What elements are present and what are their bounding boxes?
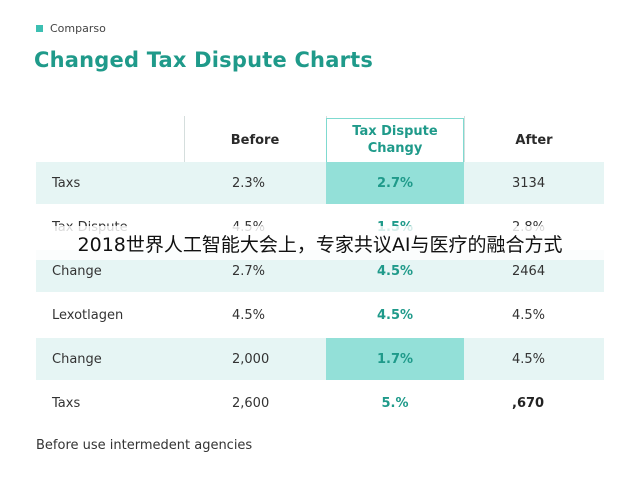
row-label: Change [52,263,102,279]
column-header-after: After [515,132,553,148]
column-header-tax-line2: Changy [367,141,423,156]
cell-tax: 1.7% [326,338,464,380]
cell-after: 2464 [512,263,546,279]
cell-before: 2.3% [232,175,266,191]
table-row: Taxs 2,600 5.% ,670 [36,382,604,424]
cell-after: 4.5% [512,307,546,323]
column-header-tax-line1: Tax Dispute [352,124,438,139]
cell-after: 3134 [512,175,546,191]
cell-tax: 4.5% [376,263,414,279]
section-tag: Comparso [36,22,106,35]
column-divider [464,116,465,166]
row-label: Change [52,351,102,367]
caption-overlay: 2018世界人工智能大会上，专家共议AI与医疗的融合方式 [0,226,640,260]
cell-before: 2,000 [232,351,270,367]
section-tag-label: Comparso [50,22,106,35]
footer-note: Before use intermedent agencies [36,438,253,453]
cell-tax: 5.% [381,395,409,411]
row-label: Lexotlagen [52,307,124,323]
cell-after: ,670 [512,395,545,411]
column-header-tax-dispute: Tax Dispute Changy [326,116,464,164]
row-label: Taxs [52,175,81,191]
cell-tax: 2.7% [326,162,464,204]
table-row: Taxs 2.3% 2.7% 3134 [36,162,604,204]
tag-square-icon [36,25,43,32]
cell-tax: 4.5% [376,307,414,323]
table-row: Lexotlagen 4.5% 4.5% 4.5% [36,294,604,336]
cell-before: 2.7% [232,263,266,279]
cell-before: 4.5% [232,307,266,323]
comparison-table: Before Tax Dispute Changy After Taxs 2.3… [36,116,604,424]
cell-after: 4.5% [512,351,546,367]
column-divider [184,116,185,166]
highlight-column-frame [326,118,464,164]
page-title: Changed Tax Dispute Charts [34,48,374,72]
row-label: Taxs [52,395,81,411]
cell-before: 2,600 [232,395,270,411]
column-header-before: Before [230,132,280,148]
table-row: Change 2,000 1.7% 4.5% [36,338,604,380]
